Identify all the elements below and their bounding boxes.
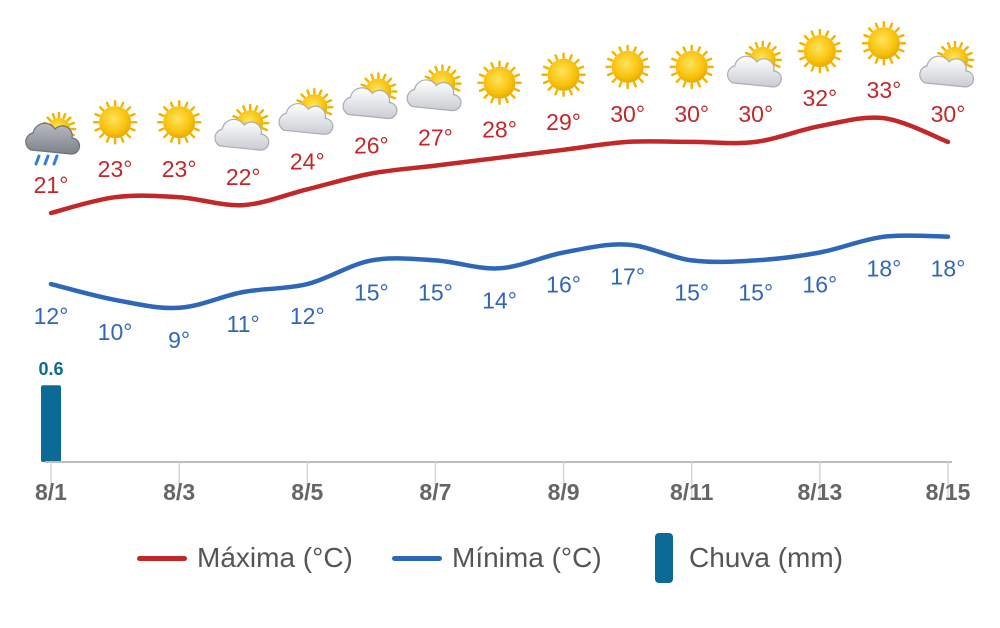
series-line-max [48,115,951,216]
rain-data-label: 0.6 [38,359,63,379]
max-data-label: 26° [354,133,389,159]
rain-cloud-icon [25,111,81,166]
legend-label-rain: Chuva (mm) [689,542,844,573]
partly-cloudy-icon [214,103,270,151]
sun-icon [477,60,522,105]
min-data-label: 15° [354,279,389,305]
chart-legend: Máxima (°C) Mínima (°C) Chuva (mm) [0,528,1000,588]
legend-item-min: Mínima (°C) [392,528,602,588]
x-tick-label: 8/13 [797,479,842,505]
x-tick-label: 8/5 [291,479,323,505]
min-data-label: 14° [482,287,517,313]
legend-item-rain: Chuva (mm) [655,528,843,588]
sun-icon [797,28,843,74]
min-data-label: 16° [802,272,837,298]
sun-icon [541,52,586,98]
max-data-label: 30° [610,101,645,127]
partly-cloudy-icon [342,72,398,120]
min-data-label: 9° [168,327,190,353]
min-data-label: 12° [34,303,69,329]
min-data-label: 16° [546,272,581,298]
min-data-label: 11° [227,311,260,337]
min-data-label: 18° [867,256,902,282]
legend-label-max: Máxima (°C) [197,542,353,573]
min-data-label: 15° [738,279,773,305]
min-data-label: 15° [418,279,453,305]
legend-item-max: Máxima (°C) [137,528,353,588]
max-data-label: 29° [546,109,581,135]
rain-bar [41,385,61,462]
min-data-label: 10° [98,319,133,345]
legend-swatch-max [137,555,187,561]
max-data-label: 30° [931,101,966,127]
legend-label-min: Mínima (°C) [452,542,602,573]
max-data-label: 23° [98,156,133,182]
max-data-label: 33° [867,77,902,103]
partly-cloudy-icon [919,40,975,88]
legend-swatch-min [392,555,442,561]
x-tick-label: 8/7 [419,479,451,505]
sun-icon [861,20,907,66]
x-tick-label: 8/1 [35,479,67,505]
max-data-label: 32° [802,85,837,111]
max-data-label: 21° [34,172,69,198]
max-data-label: 27° [418,125,453,151]
x-tick-label: 8/3 [163,479,195,505]
legend-swatch-rain [655,533,673,583]
partly-cloudy-icon [406,64,462,112]
x-tick-label: 8/15 [926,479,971,505]
min-data-label: 12° [290,303,325,329]
max-data-label: 30° [738,101,773,127]
sun-icon [92,99,138,145]
x-tick-label: 8/11 [670,479,714,505]
sun-icon [605,44,650,90]
partly-cloudy-icon [727,40,783,88]
max-data-label: 24° [290,148,325,174]
partly-cloudy-icon [278,88,334,135]
max-data-label: 22° [226,164,261,190]
min-data-label: 17° [610,264,645,290]
sun-icon [669,44,714,90]
max-data-label: 30° [674,101,709,127]
max-data-label: 28° [482,117,517,143]
max-data-label: 23° [162,156,197,182]
series-line-min [48,233,951,311]
min-data-label: 15° [674,279,709,305]
min-data-label: 18° [931,256,966,282]
sun-icon [156,99,202,145]
x-tick-label: 8/9 [548,479,580,505]
